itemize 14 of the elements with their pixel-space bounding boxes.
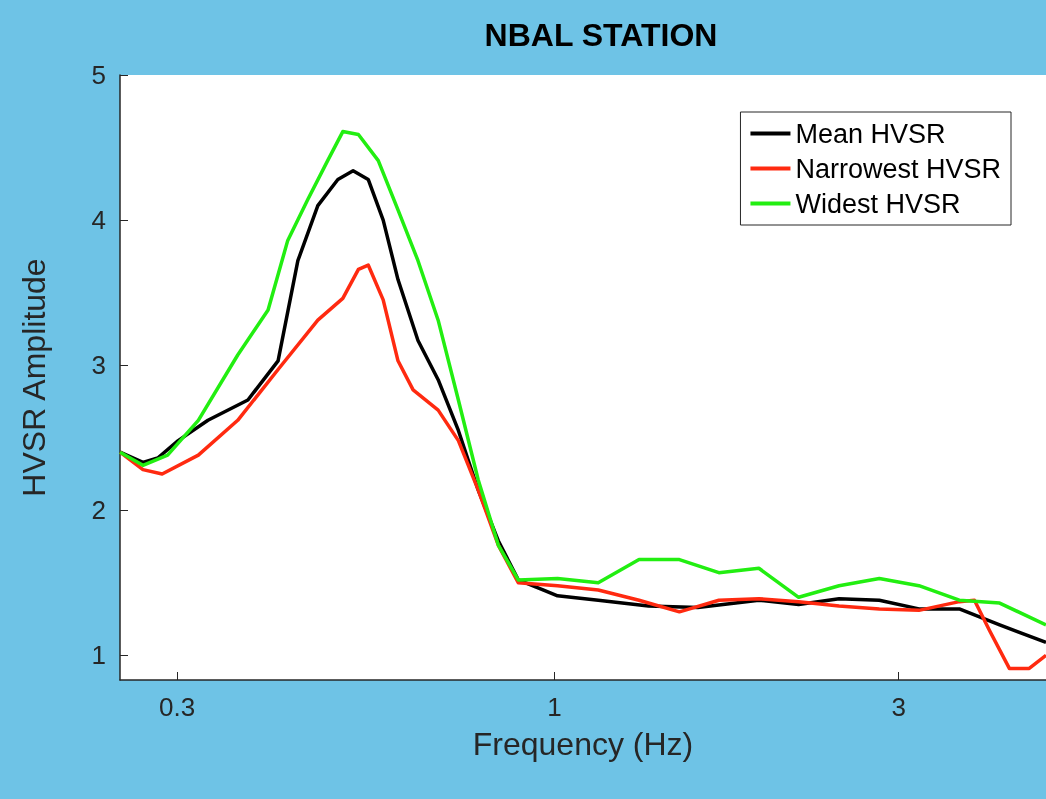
y-tick-label: 3 — [91, 350, 106, 381]
legend-label: Narrowest HVSR — [795, 153, 1001, 184]
y-tick-label: 5 — [91, 60, 106, 90]
legend-label: Widest HVSR — [795, 188, 961, 219]
y-axis-title: HVSR Amplitude — [16, 258, 52, 497]
x-tick-label: 3 — [891, 692, 906, 722]
x-tick-label: 0.3 — [159, 692, 196, 722]
x-tick-label: 1 — [547, 692, 562, 722]
x-axis-title: Frequency (Hz) — [472, 726, 694, 762]
legend-label: Mean HVSR — [795, 118, 946, 149]
y-tick-label: 4 — [91, 205, 106, 236]
y-tick-label: 1 — [91, 640, 106, 671]
chart-title: NBAL STATION — [484, 17, 718, 53]
y-tick-label: 2 — [91, 495, 106, 526]
